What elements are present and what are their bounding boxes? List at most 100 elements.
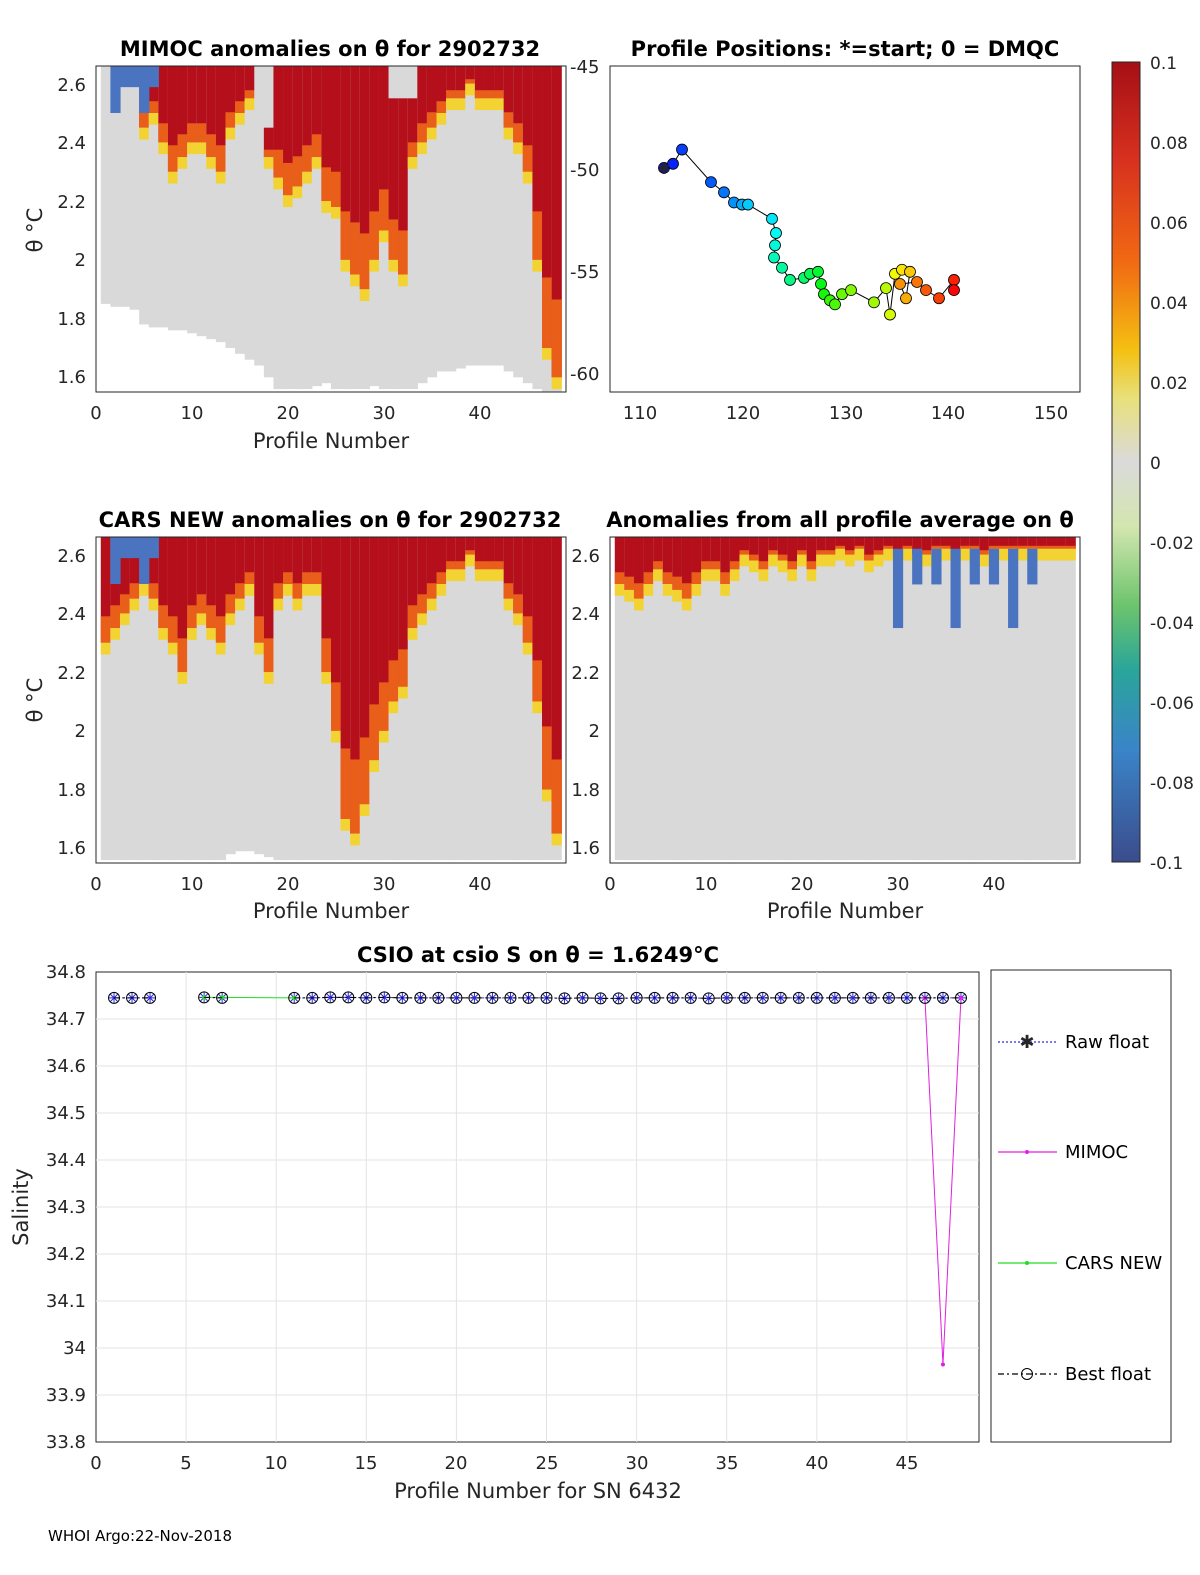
profile-position-point xyxy=(829,298,841,311)
heatmap-cell-warm xyxy=(503,537,514,599)
best-float-point xyxy=(864,991,877,1004)
heatmap-cell-neutral xyxy=(1056,537,1067,861)
heatmap-cell-warm xyxy=(225,66,236,128)
heatmap-cell-cool xyxy=(931,548,942,585)
heatmap-cell-neutral xyxy=(749,537,760,861)
best-float-point xyxy=(702,992,715,1005)
heatmap-cell-warm xyxy=(484,66,495,99)
heatmap-cell-yellow xyxy=(273,177,284,190)
best-float-point xyxy=(396,991,409,1004)
panel5-title: CSIO at csio S on θ = 1.6249°C xyxy=(357,943,719,967)
heatmap-cell-neutral xyxy=(417,537,428,861)
panel4-xtick: 30 xyxy=(887,874,910,895)
heatmap-cell-transition xyxy=(835,545,846,549)
heatmap-cell-transition xyxy=(426,583,438,599)
heatmap-cell-yellow xyxy=(1017,548,1028,561)
heatmap-cell-transition xyxy=(672,576,683,590)
panel-cars-anomalies: CARS NEW anomalies on θ for 2902732 2.6 … xyxy=(23,508,567,923)
heatmap-cell-yellow xyxy=(119,613,131,626)
profile-position-point xyxy=(742,198,754,211)
heatmap-cell-yellow xyxy=(691,583,702,596)
heatmap-cell-warm xyxy=(235,537,246,599)
best-float-point xyxy=(594,992,607,1005)
heatmap-cell-warm xyxy=(1056,537,1067,549)
heatmap-cell-neutral xyxy=(912,537,923,861)
heatmap-cell-warm xyxy=(119,537,131,614)
panel3-xtick: 10 xyxy=(181,874,204,895)
heatmap-cell-warm xyxy=(522,66,534,172)
heatmap-cell-transition xyxy=(273,149,284,178)
heatmap-cell-neutral xyxy=(215,66,227,343)
heatmap-cell-transition xyxy=(215,145,227,172)
heatmap-cell-warm xyxy=(311,537,323,584)
heatmap-cell-warm xyxy=(474,66,486,99)
heatmap-cell-yellow xyxy=(283,195,294,207)
colorbar-ticks: 0.1 0.08 0.06 0.04 0.02 0 -0.02 -0.04 -0… xyxy=(1150,54,1194,874)
raw-float-point xyxy=(721,992,732,1003)
heatmap-cell-transition xyxy=(883,545,894,549)
panel2-axes-box xyxy=(609,65,1081,393)
panel5-xtick: 40 xyxy=(806,1453,829,1474)
heatmap-cell-neutral xyxy=(624,537,635,861)
heatmap-cell-yellow xyxy=(1036,548,1048,561)
heatmap-cell-transition xyxy=(465,79,476,84)
legend-best-label: Best float xyxy=(1065,1364,1151,1385)
heatmap-cell-transition xyxy=(969,545,980,549)
panel2-ytick: -60 xyxy=(570,364,599,385)
heatmap-cell-yellow xyxy=(340,259,351,272)
panel1-ytick: 2.2 xyxy=(57,192,86,213)
heatmap-cell-yellow xyxy=(158,628,169,640)
heatmap-cell-yellow xyxy=(883,548,894,561)
heatmap-cell-neutral xyxy=(100,537,111,861)
heatmap-cell-transition xyxy=(691,572,702,584)
heatmap-cell-transition xyxy=(244,572,255,584)
heatmap-cell-yellow xyxy=(653,569,664,582)
heatmap-cell-neutral xyxy=(662,537,673,861)
heatmap-cell-yellow xyxy=(148,598,159,611)
heatmap-cell-neutral xyxy=(436,66,447,372)
heatmap-cell-transition xyxy=(254,616,265,643)
heatmap-cell-yellow xyxy=(302,583,313,596)
heatmap-cell-warm xyxy=(187,537,198,629)
heatmap-cell-warm xyxy=(331,66,342,207)
heatmap-cell-warm xyxy=(758,537,769,570)
heatmap-cell-warm xyxy=(494,66,505,99)
heatmap-cell-warm xyxy=(369,66,380,260)
best-float-point xyxy=(342,991,355,1004)
panel5-xtick: 25 xyxy=(536,1453,559,1474)
heatmap-cell-warm xyxy=(359,537,370,805)
heatmap-cell-transition xyxy=(283,162,294,196)
heatmap-cell-yellow xyxy=(551,833,562,846)
panel5-ytick: 34.3 xyxy=(46,1197,86,1218)
panel2-ytick: -55 xyxy=(570,262,599,283)
heatmap-cell-yellow xyxy=(436,112,447,125)
heatmap-cell-warm xyxy=(350,537,361,834)
panel4-ytick: 2 xyxy=(589,721,600,742)
heatmap-cell-warm xyxy=(739,537,750,555)
heatmap-cell-neutral xyxy=(797,537,808,861)
colorbar: 0.1 0.08 0.06 0.04 0.02 0 -0.02 -0.04 -0… xyxy=(1111,54,1194,874)
heatmap-cell-warm xyxy=(825,537,837,555)
heatmap-cell-yellow xyxy=(244,583,255,596)
heatmap-cell-warm xyxy=(215,537,227,643)
heatmap-cell-warm xyxy=(206,537,217,629)
heatmap-cell-warm xyxy=(979,537,990,555)
best-float-point xyxy=(684,991,697,1004)
profile-position-point xyxy=(880,282,892,294)
panel1-xlabel: Profile Number xyxy=(253,429,410,453)
best-float-point xyxy=(198,991,211,1004)
heatmap-cell-warm xyxy=(446,537,457,570)
heatmap-cell-warm xyxy=(551,537,562,834)
best-float-point xyxy=(846,991,859,1004)
heatmap-cell-transition xyxy=(806,561,817,570)
best-float-point xyxy=(648,991,661,1004)
heatmap-cell-transition xyxy=(662,572,673,584)
heatmap-cell-warm xyxy=(331,537,342,731)
heatmap-cell-warm xyxy=(681,537,693,599)
colorbar-gradient xyxy=(1111,61,1141,863)
legend-raw-label: Raw float xyxy=(1065,1032,1149,1053)
heatmap-cell-warm xyxy=(417,537,428,614)
heatmap-cell-neutral xyxy=(100,66,111,304)
heatmap-cell-yellow xyxy=(845,554,856,567)
heatmap-cell-transition xyxy=(513,123,524,143)
